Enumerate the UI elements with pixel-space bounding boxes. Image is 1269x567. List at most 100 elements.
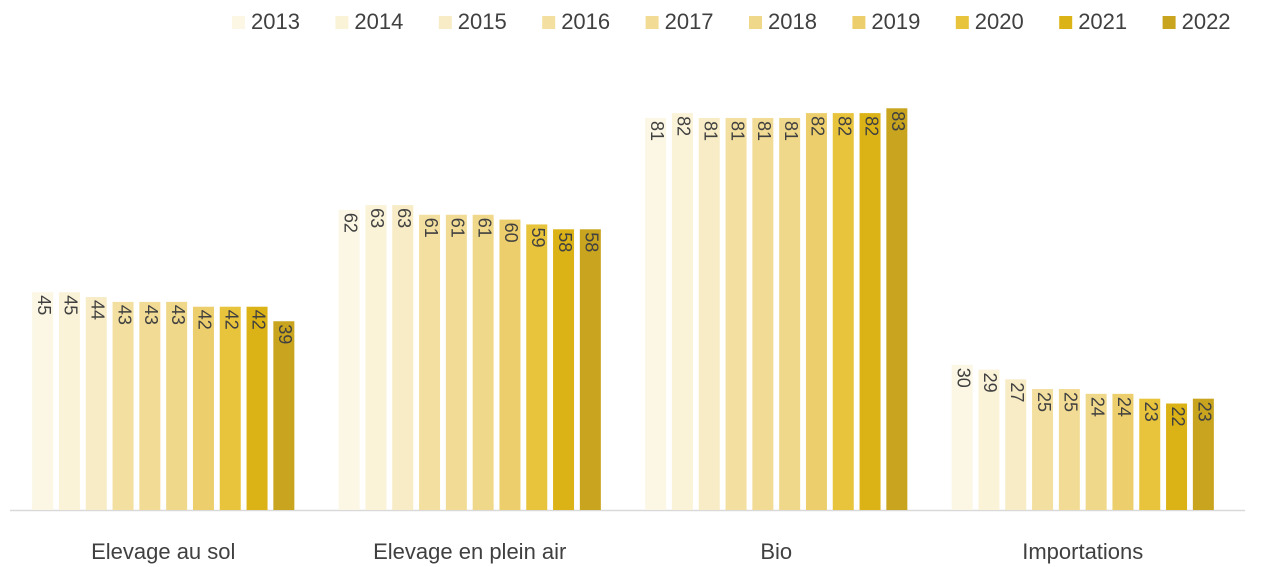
- bar: [978, 369, 1000, 510]
- bar: [886, 108, 908, 510]
- data-label: 58: [582, 232, 602, 252]
- bar: [392, 205, 414, 510]
- category-label: Elevage au sol: [91, 539, 235, 564]
- bar: [58, 292, 80, 510]
- bar: [419, 214, 441, 510]
- data-label: 62: [340, 213, 360, 233]
- data-label: 81: [701, 121, 721, 141]
- legend-label: 2013: [251, 9, 300, 34]
- bar: [1032, 389, 1054, 510]
- bar: [192, 306, 214, 510]
- data-label: 82: [674, 116, 694, 136]
- data-label: 23: [1141, 402, 1161, 422]
- bar: [779, 117, 801, 511]
- bar: [526, 224, 548, 510]
- bar: [472, 214, 494, 510]
- data-label: 81: [754, 121, 774, 141]
- data-label: 81: [727, 121, 747, 141]
- data-label: 39: [275, 324, 295, 344]
- data-label: 27: [1007, 382, 1027, 402]
- category-label: Bio: [760, 539, 792, 564]
- bar: [166, 301, 188, 510]
- bar: [273, 321, 295, 510]
- bar: [725, 117, 747, 511]
- data-label: 81: [647, 121, 667, 141]
- legend-swatch: [335, 16, 349, 29]
- data-label: 22: [1168, 407, 1188, 427]
- data-label: 60: [501, 223, 521, 243]
- data-label: 44: [88, 300, 108, 320]
- legend-label: 2019: [871, 9, 920, 34]
- data-label: 43: [168, 305, 188, 325]
- bar: [671, 113, 693, 511]
- bar: [139, 301, 161, 510]
- bar: [1058, 389, 1080, 510]
- data-label: 81: [781, 121, 801, 141]
- data-label: 29: [980, 373, 1000, 393]
- bar: [1005, 379, 1027, 510]
- legend-label: 2018: [768, 9, 817, 34]
- bar: [1166, 403, 1188, 510]
- bar: [579, 229, 601, 510]
- legend-swatch: [955, 16, 969, 29]
- bar: [698, 117, 720, 511]
- bar: [832, 113, 854, 511]
- data-label: 63: [367, 208, 387, 228]
- data-label: 25: [1061, 392, 1081, 412]
- data-label: 45: [34, 295, 54, 315]
- data-label: 43: [114, 305, 134, 325]
- data-label: 61: [421, 218, 441, 238]
- bar: [805, 113, 827, 511]
- legend-swatch: [749, 16, 762, 29]
- legend-swatch: [1162, 16, 1176, 29]
- category-label: Importations: [1022, 539, 1143, 564]
- bar: [1192, 398, 1214, 510]
- legend-swatch: [852, 16, 866, 29]
- data-label: 83: [888, 111, 908, 131]
- bar: [859, 113, 881, 511]
- legend-label: 2014: [354, 9, 403, 34]
- bar: [951, 364, 973, 510]
- bar: [338, 209, 360, 511]
- data-label: 82: [835, 116, 855, 136]
- legend-swatch: [645, 16, 659, 29]
- bar: [445, 214, 467, 510]
- data-label: 58: [555, 232, 575, 252]
- legend-swatch: [1059, 16, 1073, 29]
- data-label: 42: [222, 310, 242, 330]
- bar: [645, 117, 667, 511]
- data-label: 82: [808, 116, 828, 136]
- data-label: 30: [953, 368, 973, 388]
- data-label: 24: [1087, 397, 1107, 417]
- legend-label: 2022: [1182, 9, 1231, 34]
- bar: [112, 301, 134, 510]
- legend-label: 2015: [458, 9, 507, 34]
- bar: [553, 229, 575, 510]
- data-label: 23: [1195, 402, 1215, 422]
- legend-label: 2021: [1078, 9, 1127, 34]
- bar: [32, 292, 54, 510]
- bar: [365, 205, 387, 510]
- data-label: 42: [195, 310, 215, 330]
- data-label: 61: [448, 218, 468, 238]
- legend-label: 2017: [665, 9, 714, 34]
- data-label: 82: [861, 116, 881, 136]
- bar: [1139, 398, 1161, 510]
- category-label: Elevage en plein air: [373, 539, 566, 564]
- data-label: 24: [1114, 397, 1134, 417]
- data-label: 42: [248, 310, 268, 330]
- data-label: 63: [394, 208, 414, 228]
- bar: [1112, 393, 1134, 510]
- bar: [499, 219, 521, 510]
- legend-swatch: [542, 16, 556, 29]
- legend-swatch: [438, 16, 452, 29]
- bar: [219, 306, 241, 510]
- bar: [752, 117, 774, 511]
- data-label: 25: [1034, 392, 1054, 412]
- bar: [246, 306, 268, 510]
- bar: [1085, 393, 1107, 510]
- data-label: 61: [474, 218, 494, 238]
- bar: [85, 297, 107, 510]
- legend-swatch: [232, 16, 245, 29]
